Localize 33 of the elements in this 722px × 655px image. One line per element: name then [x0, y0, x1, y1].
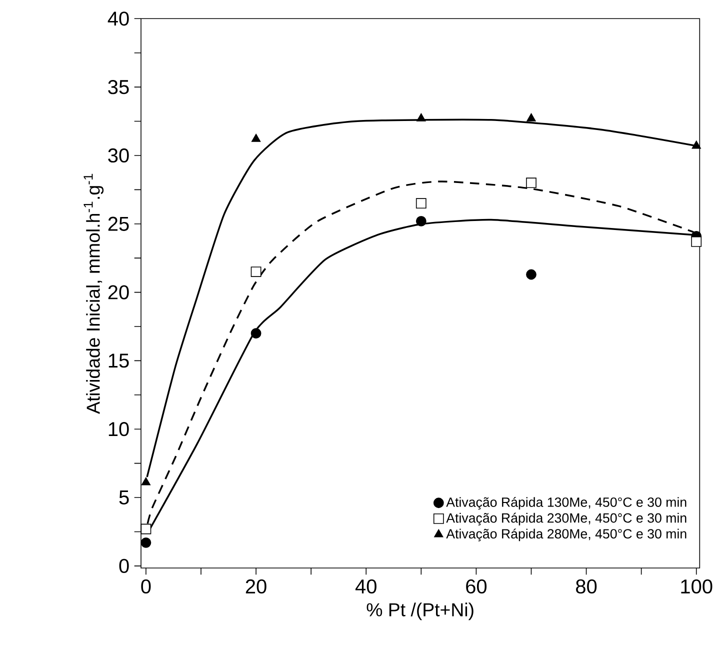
y-tick-label: 30	[108, 148, 129, 163]
y-tick-label: 20	[108, 285, 129, 300]
y-tick-label: 10	[108, 422, 129, 436]
y-tick-label: 25	[108, 216, 129, 231]
y-tick-label: 0	[119, 558, 129, 574]
x-tick-label: 100	[681, 579, 712, 594]
point	[526, 113, 536, 122]
point	[250, 266, 262, 277]
point	[526, 269, 536, 280]
y-tick-label: 35	[108, 80, 129, 94]
point	[141, 477, 151, 486]
x-axis-title: % Pt /(Pt+Ni)	[366, 602, 474, 620]
legend-label: Ativação Rápida 280Me, 450°C e 30 min	[446, 528, 686, 542]
point	[251, 134, 261, 142]
point	[416, 198, 426, 209]
x-tick-label: 80	[576, 579, 597, 594]
y-tick-label: 15	[108, 354, 129, 368]
legend-label: Ativação Rápida 130Me, 450°C e 30 min	[446, 496, 686, 510]
point	[416, 216, 426, 226]
y-tick-label: 5	[119, 490, 129, 504]
y-tick-label: 40	[108, 12, 129, 26]
y-axis-title: Atividade Inicial, mmol.h$^{-1}$.g$^{-1}$	[84, 174, 104, 414]
x-tick-label: 60	[466, 579, 487, 594]
point	[692, 140, 701, 149]
point	[250, 328, 262, 339]
point	[140, 524, 152, 534]
point	[691, 236, 702, 247]
legend-label: Ativação Rápida 230Me, 450°C e 30 min	[446, 512, 686, 526]
x-tick-label: 40	[355, 579, 376, 594]
x-tick-label: 0	[141, 579, 151, 594]
point	[416, 113, 426, 122]
x-tick-label: 20	[246, 579, 266, 594]
point	[140, 537, 152, 548]
